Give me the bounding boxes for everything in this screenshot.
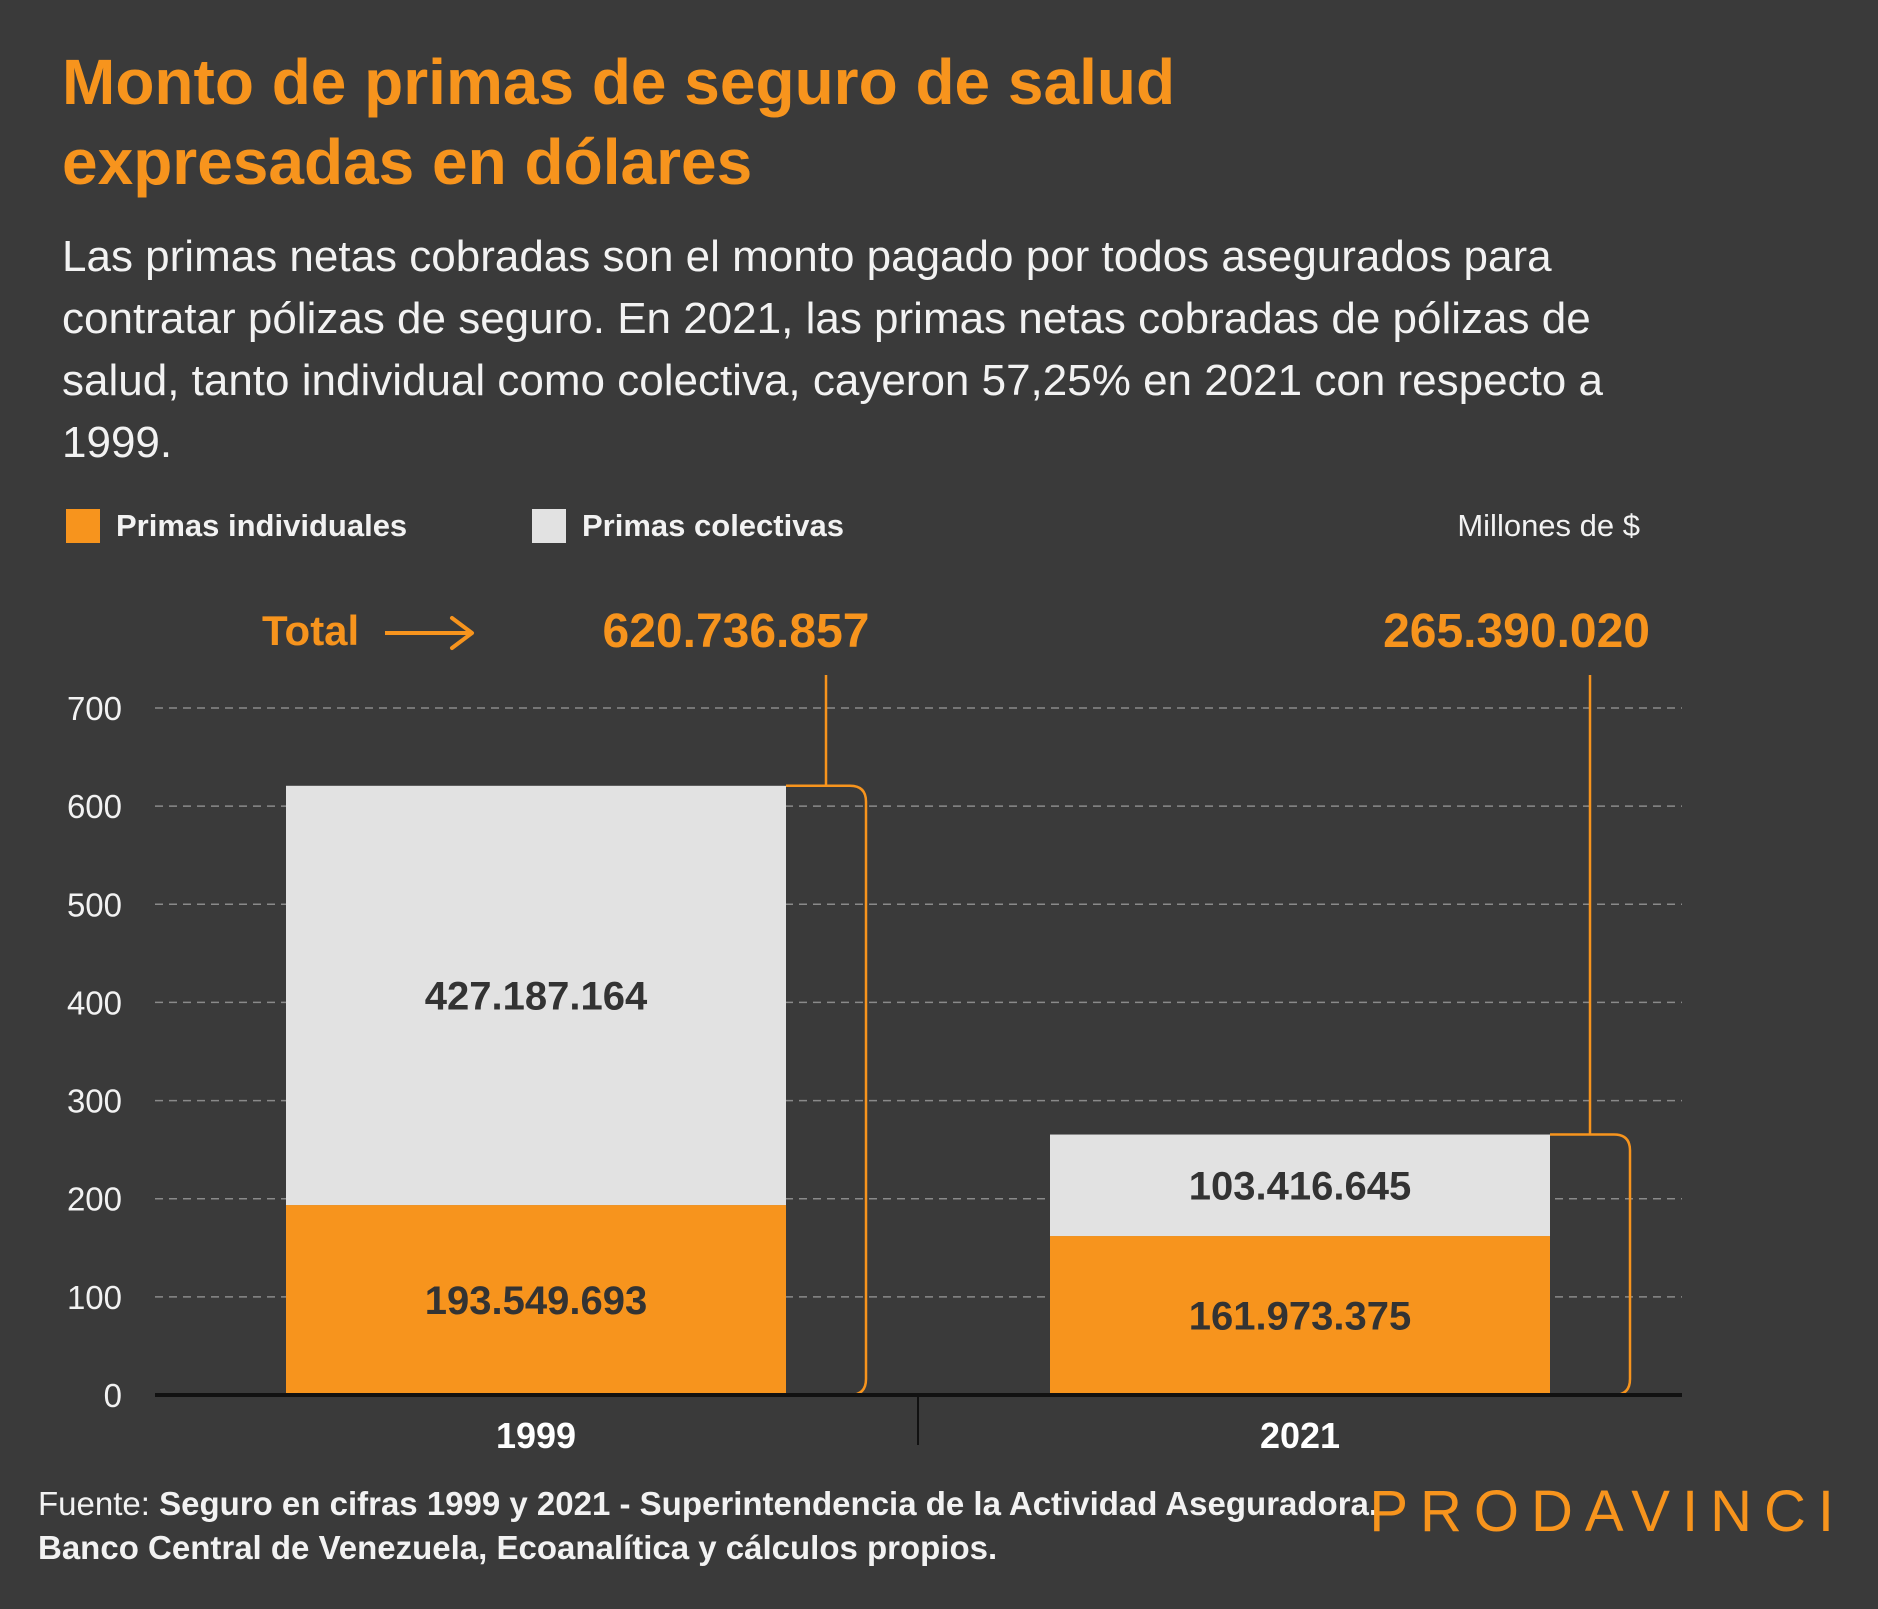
bar-label-colectiva-2021: 103.416.645: [1189, 1164, 1411, 1208]
chart-title: Monto de primas de seguro de salud expre…: [62, 46, 1176, 198]
total-bracket-1999: [786, 784, 868, 1397]
total-label: Total: [262, 607, 359, 654]
y-tick-label-0: 0: [104, 1377, 122, 1414]
y-tick-label-600: 600: [67, 788, 122, 825]
total-value-2021: 265.390.020: [1383, 605, 1650, 658]
y-tick-label-200: 200: [67, 1181, 122, 1218]
y-tick-label-500: 500: [67, 886, 122, 923]
legend-swatch-colectiva: [532, 509, 566, 543]
total-value-1999: 620.736.857: [603, 605, 870, 658]
chart-subtitle: Las primas netas cobradas son el monto p…: [62, 232, 1603, 467]
legend-label-colectiva: Primas colectivas: [582, 508, 844, 543]
units-label: Millones de $: [1457, 508, 1640, 543]
total-bracket-2021: [1550, 1133, 1632, 1397]
x-tick-label-1999: 1999: [496, 1415, 576, 1456]
source-prefix: Fuente:: [38, 1485, 160, 1522]
legend: Primas individuales Primas colectivas: [0, 508, 1878, 548]
bar-label-colectiva-1999: 427.187.164: [425, 974, 648, 1018]
y-tick-label-100: 100: [67, 1279, 122, 1316]
legend-label-individual: Primas individuales: [116, 508, 408, 543]
legend-item-colectiva: Primas colectivas: [532, 508, 844, 544]
legend-item-individual: Primas individuales: [66, 508, 407, 544]
legend-swatch-individual: [66, 509, 100, 543]
bar-individual-2021: [1050, 1236, 1550, 1395]
x-tick-label-2021: 2021: [1260, 1415, 1340, 1456]
y-tick-label-400: 400: [67, 984, 122, 1021]
stacked-bar-chart: 0 100 200 300 400 500 600 700 Total 193.549.693 42…: [67, 605, 1682, 1456]
brand-logo: PRODAVINCI: [1369, 1479, 1846, 1544]
bar-colectiva-1999: [286, 785, 786, 1206]
bar-label-individual-1999: 193.549.693: [425, 1279, 647, 1323]
bar-label-individual-2021: 161.973.375: [1189, 1295, 1411, 1339]
source-text: Seguro en cifras 1999 y 2021 - Superinte…: [38, 1485, 1379, 1566]
bar-individual-1999: [286, 1205, 786, 1395]
source-note: Fuente: Seguro en cifras 1999 y 2021 - S…: [38, 1482, 1438, 1570]
y-tick-label-700: 700: [67, 690, 122, 727]
bar-colectiva-2021: [1050, 1134, 1550, 1237]
arrow-right-icon: [450, 616, 474, 650]
y-tick-label-300: 300: [67, 1083, 122, 1120]
